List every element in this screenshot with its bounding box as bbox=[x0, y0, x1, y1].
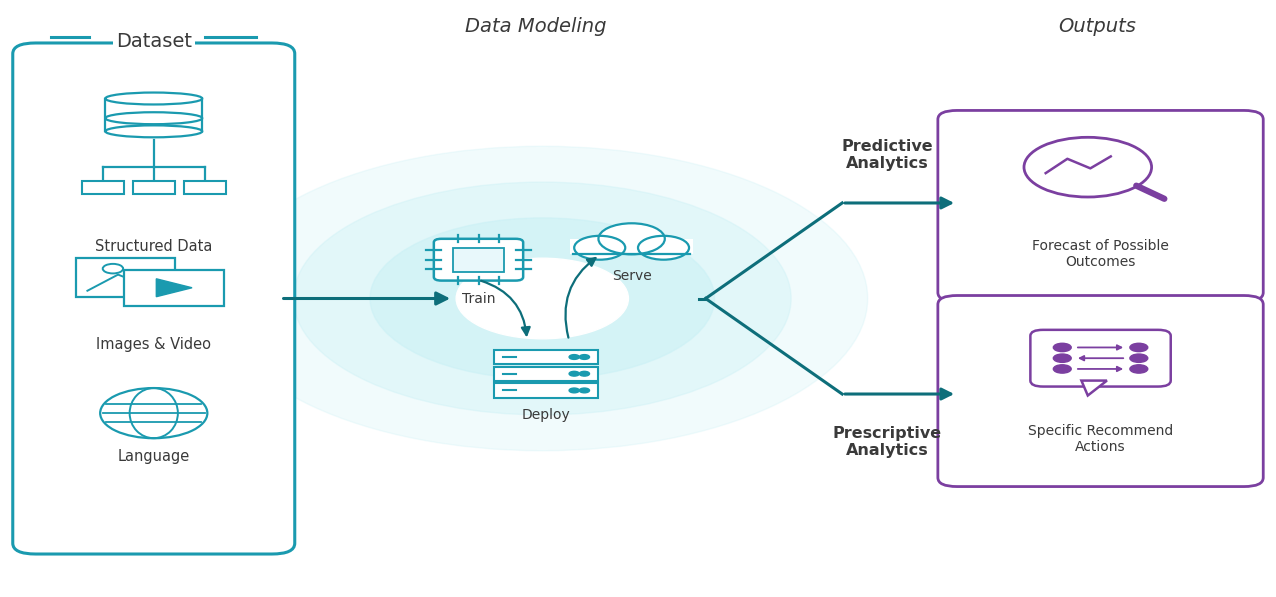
FancyBboxPatch shape bbox=[75, 258, 175, 297]
Circle shape bbox=[370, 218, 715, 379]
Circle shape bbox=[1023, 137, 1151, 197]
Text: Forecast of Possible
Outcomes: Forecast of Possible Outcomes bbox=[1032, 239, 1169, 269]
Circle shape bbox=[569, 388, 579, 393]
Text: Language: Language bbox=[117, 449, 190, 464]
FancyBboxPatch shape bbox=[13, 43, 295, 554]
FancyBboxPatch shape bbox=[453, 248, 504, 272]
Circle shape bbox=[579, 388, 590, 393]
Ellipse shape bbox=[105, 112, 202, 124]
Circle shape bbox=[638, 236, 689, 260]
Circle shape bbox=[579, 371, 590, 376]
Circle shape bbox=[598, 223, 665, 254]
Text: Prescriptive
Analytics: Prescriptive Analytics bbox=[832, 426, 942, 458]
FancyBboxPatch shape bbox=[124, 270, 225, 306]
Circle shape bbox=[569, 355, 579, 359]
FancyBboxPatch shape bbox=[434, 239, 523, 281]
FancyBboxPatch shape bbox=[494, 383, 598, 398]
FancyBboxPatch shape bbox=[494, 367, 598, 381]
Text: Data Modeling: Data Modeling bbox=[466, 17, 606, 36]
Text: Specific Recommend
Actions: Specific Recommend Actions bbox=[1028, 424, 1173, 454]
FancyBboxPatch shape bbox=[938, 296, 1263, 487]
Circle shape bbox=[569, 371, 579, 376]
Ellipse shape bbox=[105, 125, 202, 137]
FancyBboxPatch shape bbox=[570, 239, 693, 254]
Text: Outputs: Outputs bbox=[1058, 17, 1137, 36]
Circle shape bbox=[579, 355, 590, 359]
Polygon shape bbox=[156, 279, 193, 297]
Polygon shape bbox=[1082, 381, 1108, 395]
Circle shape bbox=[217, 146, 868, 451]
Text: Dataset: Dataset bbox=[116, 32, 191, 51]
FancyBboxPatch shape bbox=[1030, 330, 1171, 387]
Circle shape bbox=[1131, 354, 1148, 362]
FancyBboxPatch shape bbox=[133, 181, 175, 194]
FancyBboxPatch shape bbox=[184, 181, 226, 194]
Circle shape bbox=[293, 182, 791, 415]
Circle shape bbox=[1053, 354, 1071, 362]
Text: Predictive
Analytics: Predictive Analytics bbox=[841, 139, 933, 171]
Circle shape bbox=[574, 236, 625, 260]
Circle shape bbox=[102, 264, 122, 273]
FancyBboxPatch shape bbox=[938, 110, 1263, 301]
Text: Images & Video: Images & Video bbox=[96, 337, 212, 352]
Circle shape bbox=[1053, 343, 1071, 352]
Text: Train: Train bbox=[462, 292, 495, 306]
Text: Deploy: Deploy bbox=[522, 408, 570, 421]
Ellipse shape bbox=[105, 93, 202, 104]
FancyBboxPatch shape bbox=[494, 350, 598, 364]
Circle shape bbox=[1131, 343, 1148, 352]
Circle shape bbox=[456, 258, 628, 339]
Circle shape bbox=[1053, 365, 1071, 373]
Circle shape bbox=[1131, 365, 1148, 373]
Text: Serve: Serve bbox=[611, 269, 652, 282]
Text: Structured Data: Structured Data bbox=[96, 239, 212, 254]
Circle shape bbox=[100, 388, 207, 438]
FancyBboxPatch shape bbox=[82, 181, 124, 194]
